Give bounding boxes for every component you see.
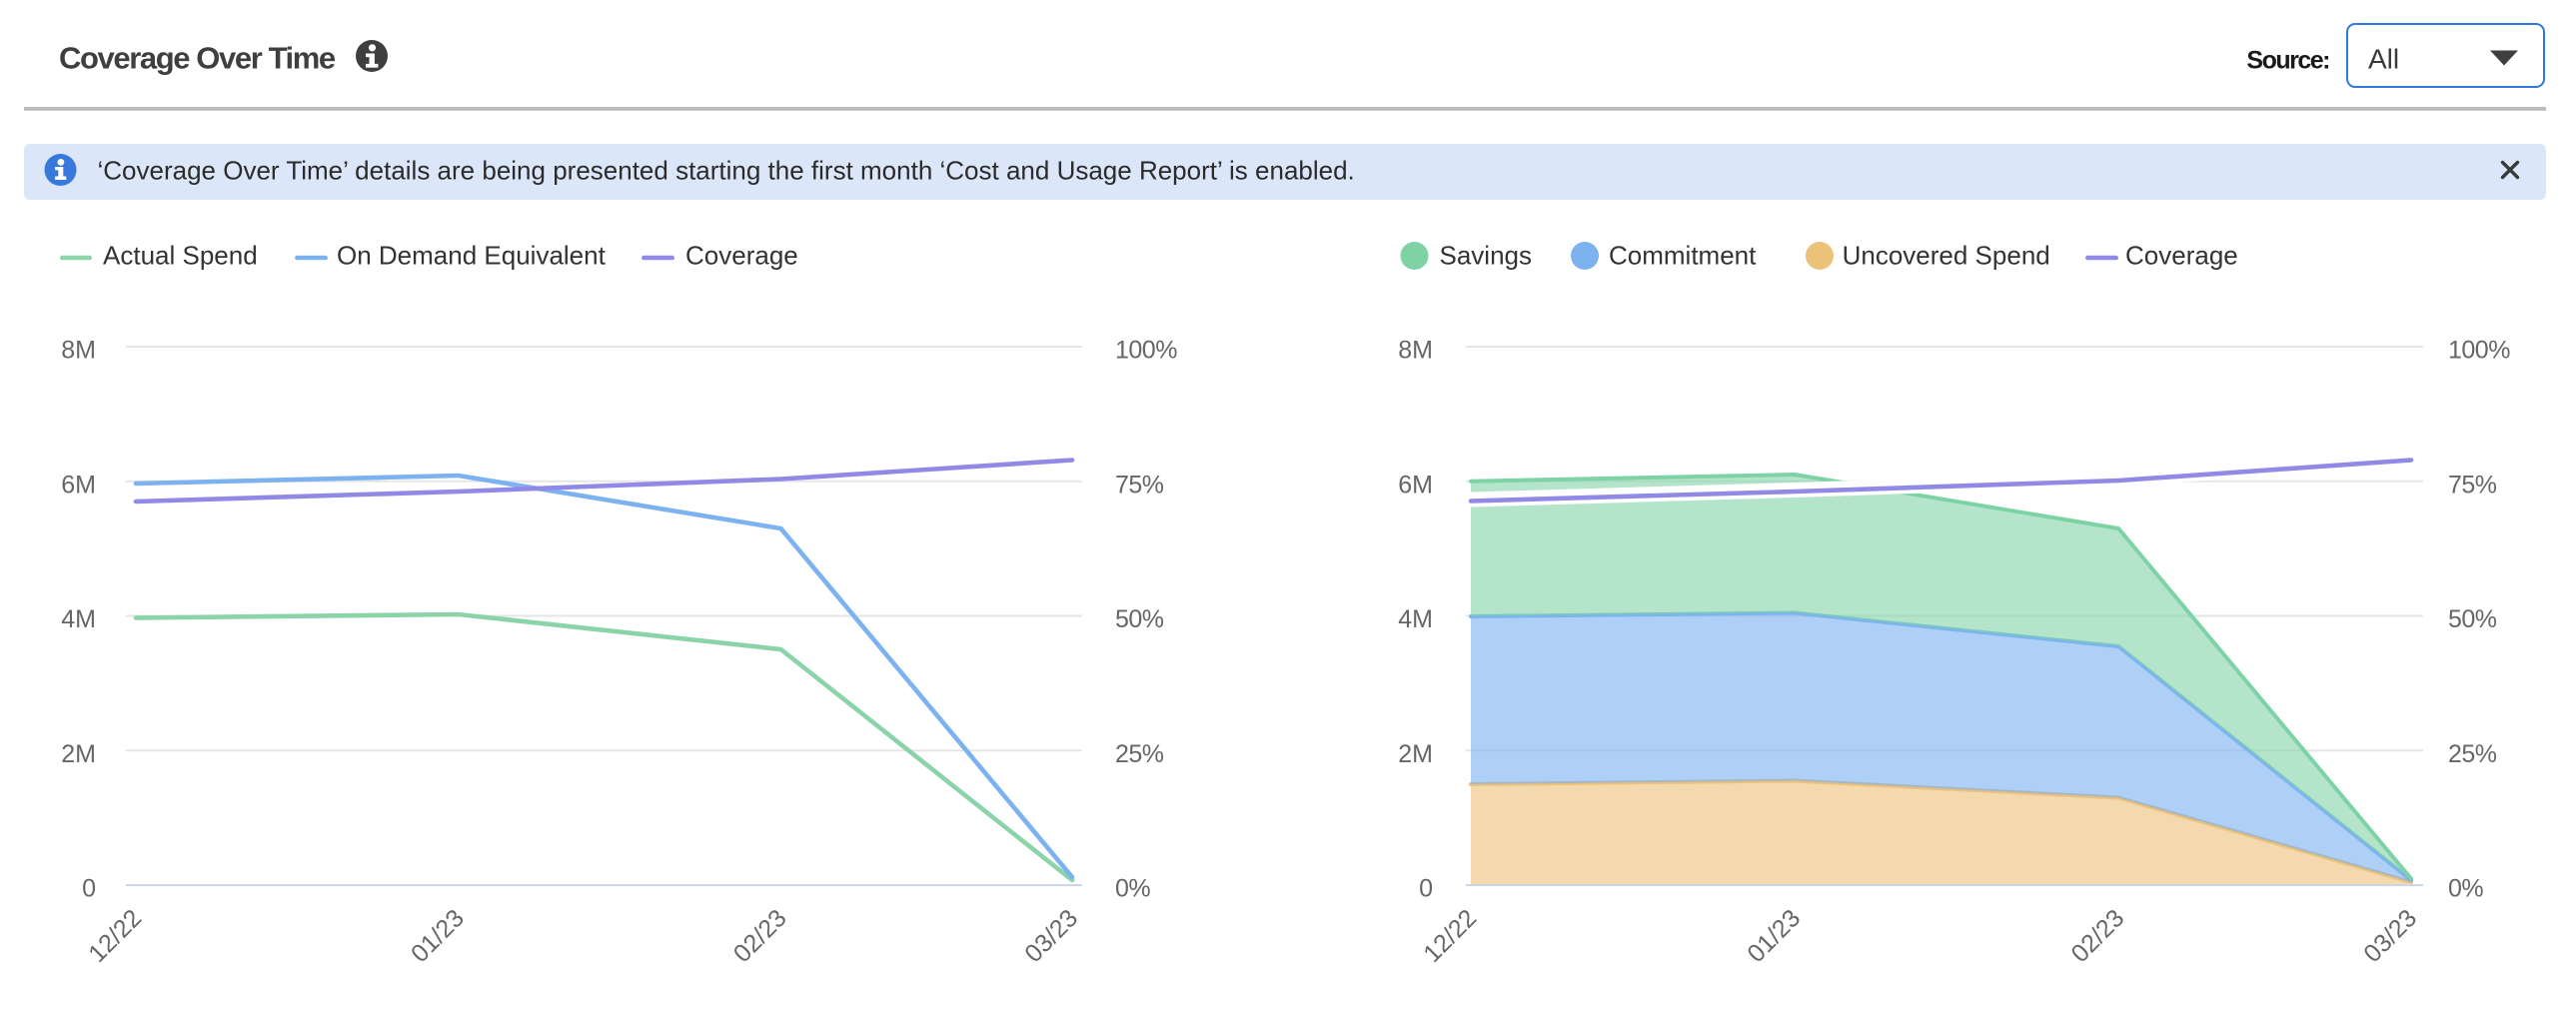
- svg-text:Coverage Over Time: Coverage Over Time: [59, 40, 336, 75]
- svg-text:0%: 0%: [2448, 875, 2483, 903]
- svg-text:25%: 25%: [1115, 740, 1164, 768]
- svg-text:6M: 6M: [1398, 471, 1433, 499]
- svg-text:25%: 25%: [2448, 740, 2497, 768]
- svg-text:50%: 50%: [1115, 605, 1164, 633]
- svg-text:‘Coverage Over Time’ details a: ‘Coverage Over Time’ details are being p…: [98, 156, 1355, 186]
- svg-text:4M: 4M: [61, 605, 96, 633]
- svg-text:Commitment: Commitment: [1609, 241, 1757, 271]
- svg-text:Coverage: Coverage: [685, 241, 798, 271]
- svg-text:Savings: Savings: [1440, 241, 1533, 271]
- svg-text:6M: 6M: [61, 471, 96, 499]
- svg-text:2M: 2M: [61, 740, 96, 768]
- svg-text:All: All: [2368, 44, 2399, 75]
- svg-text:0: 0: [82, 875, 96, 903]
- svg-text:50%: 50%: [2448, 605, 2497, 633]
- svg-text:0%: 0%: [1115, 875, 1150, 903]
- svg-text:Source:: Source:: [2246, 47, 2329, 75]
- svg-text:2M: 2M: [1398, 740, 1433, 768]
- svg-text:Actual Spend: Actual Spend: [103, 241, 258, 271]
- svg-text:0: 0: [1419, 875, 1433, 903]
- svg-text:100%: 100%: [1115, 337, 1177, 365]
- svg-text:8M: 8M: [61, 337, 96, 365]
- svg-text:Uncovered Spend: Uncovered Spend: [1843, 241, 2050, 271]
- svg-text:8M: 8M: [1398, 337, 1433, 365]
- svg-text:Coverage: Coverage: [2125, 241, 2238, 271]
- svg-text:75%: 75%: [1115, 471, 1164, 499]
- svg-text:On Demand Equivalent: On Demand Equivalent: [337, 241, 607, 271]
- svg-text:75%: 75%: [2448, 471, 2497, 499]
- svg-text:100%: 100%: [2448, 337, 2510, 365]
- svg-text:4M: 4M: [1398, 605, 1433, 633]
